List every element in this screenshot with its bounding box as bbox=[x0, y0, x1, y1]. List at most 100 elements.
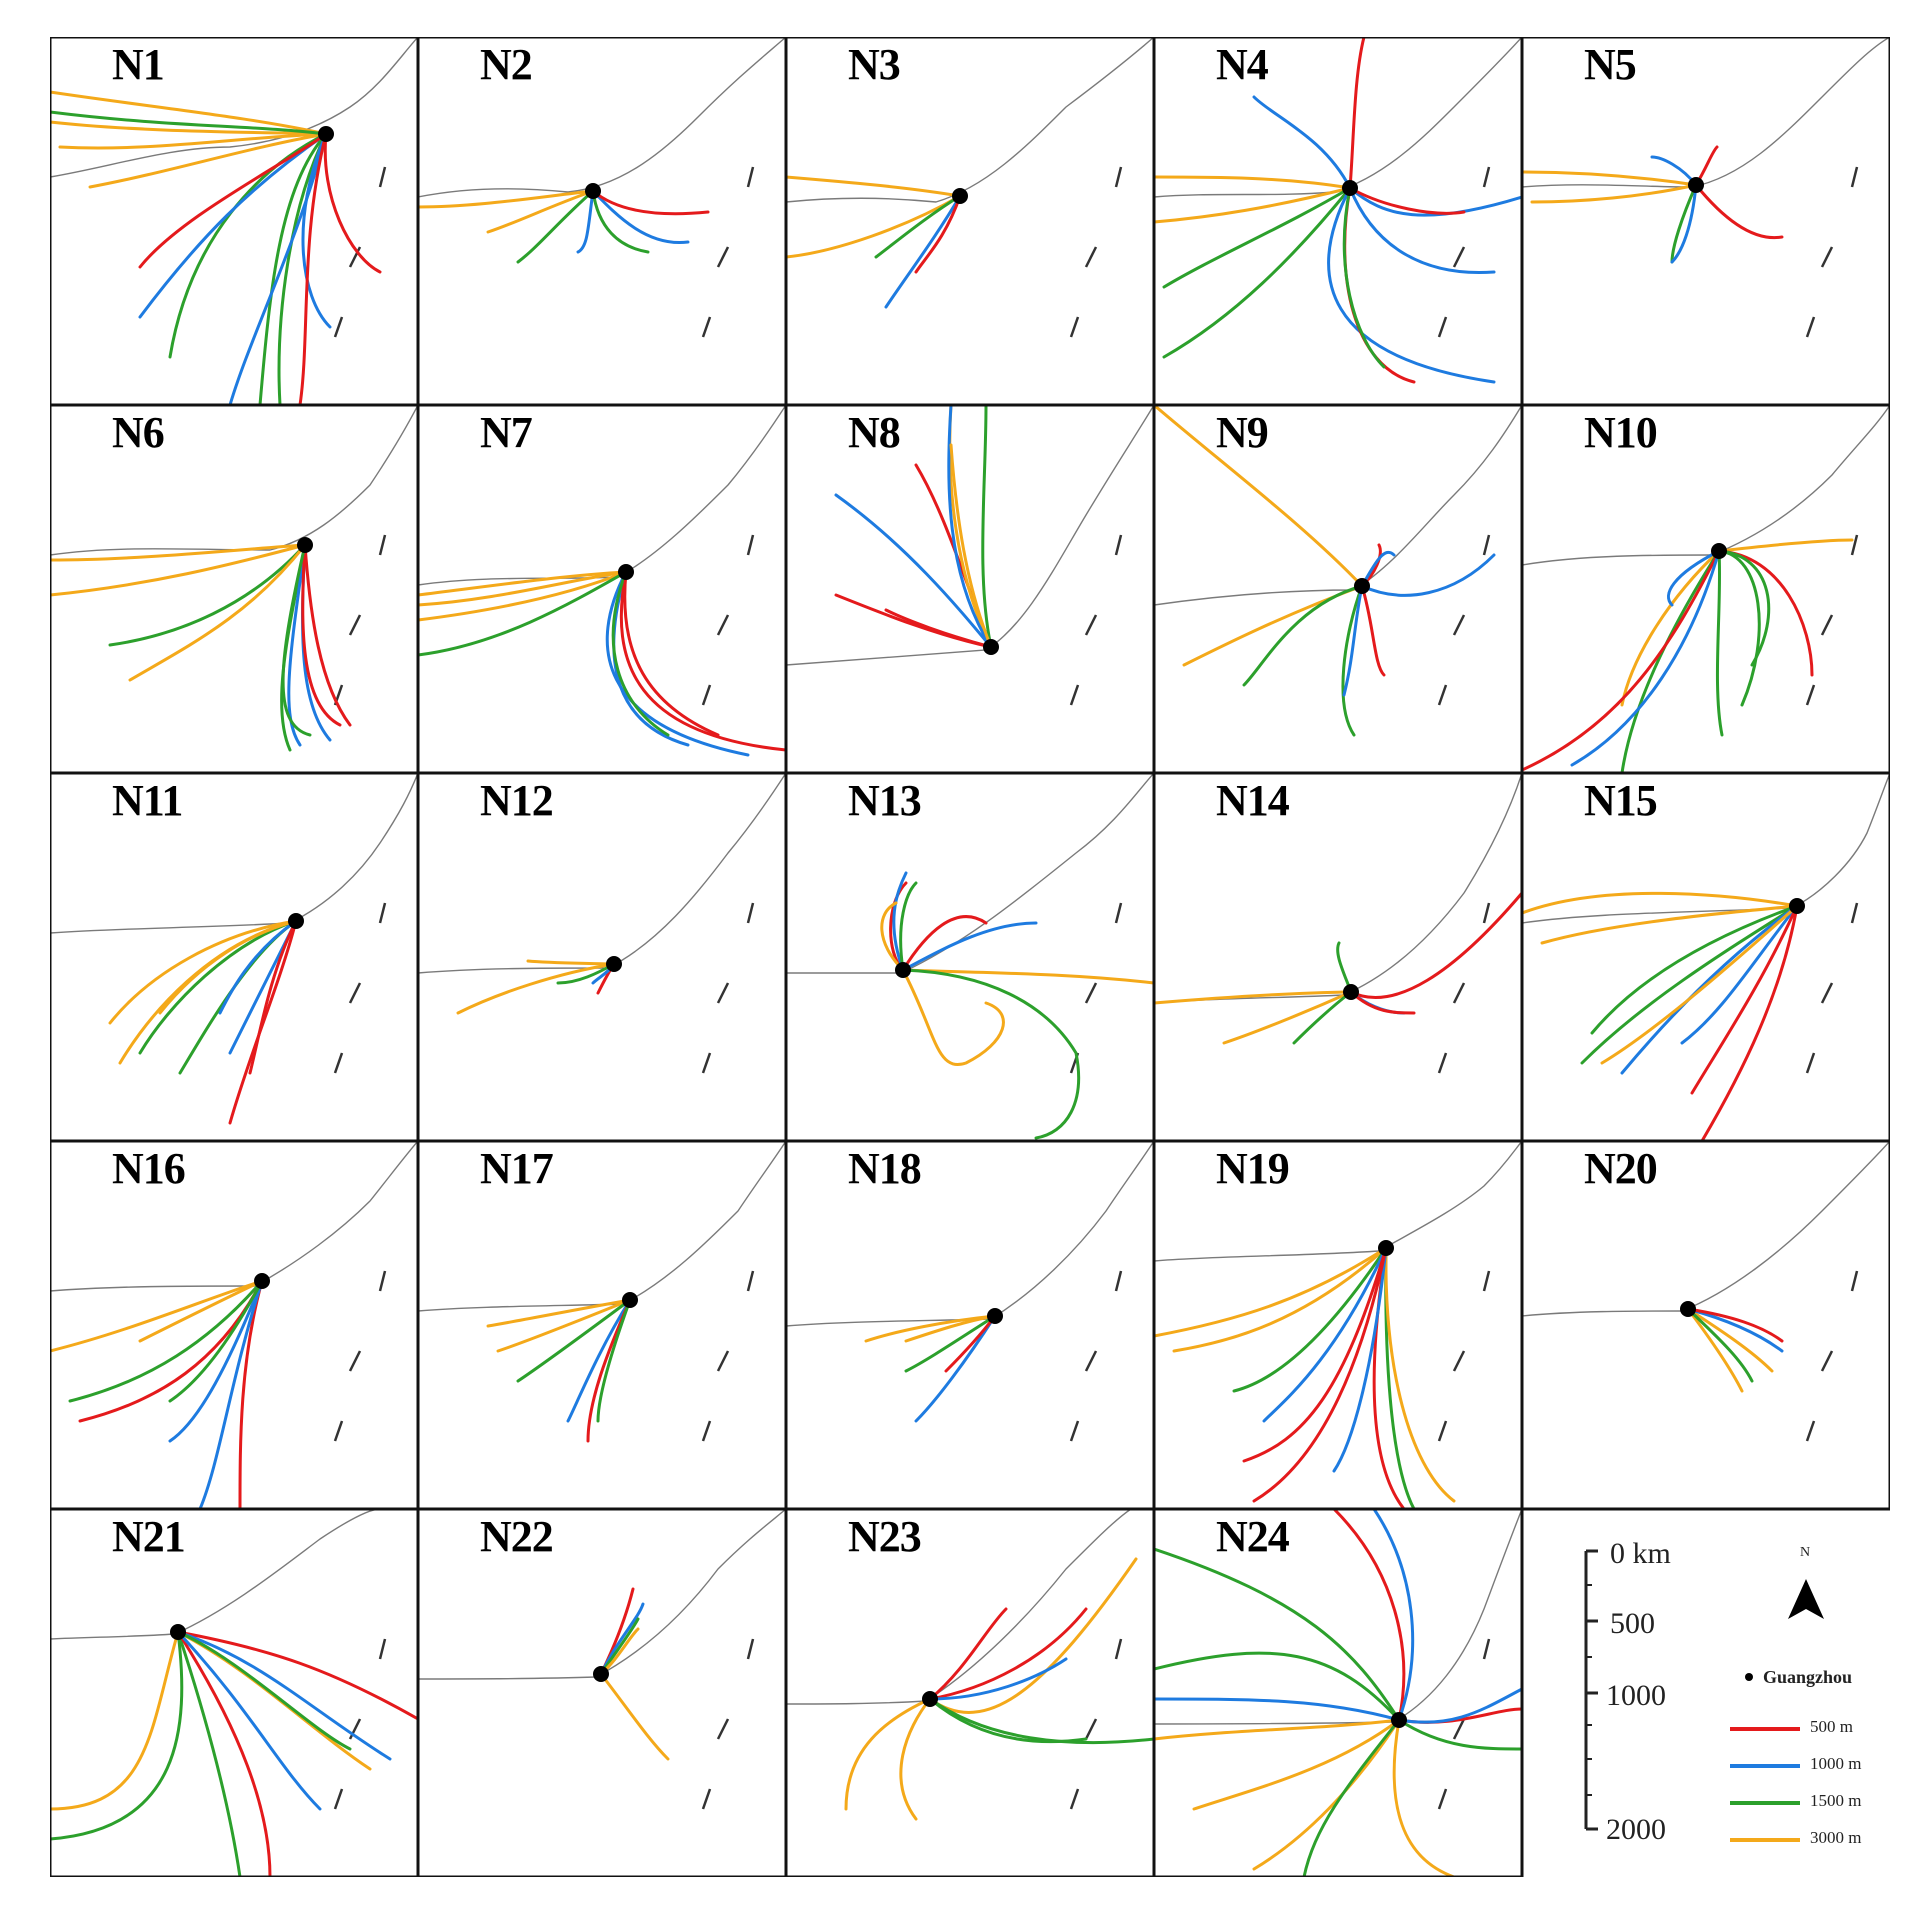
trajectory-3000m bbox=[904, 1314, 997, 1343]
trajectory-3000m bbox=[901, 968, 1005, 1066]
trajectory-1000m bbox=[947, 405, 993, 649]
island-mark bbox=[1437, 1052, 1448, 1074]
map-panel-n22: N22 bbox=[418, 1509, 786, 1877]
island-mark bbox=[1850, 166, 1859, 188]
coastline bbox=[418, 1509, 786, 1680]
coastline bbox=[786, 37, 1154, 203]
trajectory-1000m bbox=[612, 570, 690, 747]
guangzhou-station-marker bbox=[618, 564, 634, 580]
trajectory-500m bbox=[323, 132, 382, 274]
panel-map-svg bbox=[1522, 405, 1890, 773]
island-mark bbox=[378, 166, 387, 188]
coastline bbox=[418, 1141, 786, 1312]
coastline bbox=[786, 1141, 1154, 1327]
guangzhou-station-marker bbox=[170, 1624, 186, 1640]
trajectory-1000m bbox=[892, 871, 908, 972]
trajectory-3000m bbox=[50, 120, 328, 136]
trajectory-1500m bbox=[899, 881, 918, 972]
trajectory-3000m bbox=[1686, 1307, 1774, 1373]
trajectory-3000m bbox=[844, 1697, 932, 1811]
trajectory-500m bbox=[301, 543, 342, 727]
island-mark bbox=[746, 902, 755, 924]
trajectory-1000m bbox=[1680, 904, 1799, 1045]
island-mark bbox=[701, 316, 712, 338]
trajectory-3000m bbox=[108, 919, 298, 1025]
legend-area: 0 km 500 1000 2000 N Guangzhou 500 m 100… bbox=[1522, 1509, 1890, 1877]
island-mark bbox=[378, 1270, 387, 1292]
map-panel-n24: N24 bbox=[1154, 1509, 1522, 1877]
guangzhou-station-marker bbox=[606, 956, 622, 972]
trajectory-1000m bbox=[1360, 553, 1496, 597]
coastline bbox=[1522, 1141, 1890, 1317]
panel-map-svg bbox=[1522, 1141, 1890, 1442]
island-mark bbox=[716, 982, 730, 1004]
coastline bbox=[1522, 405, 1890, 566]
island-mark bbox=[1820, 246, 1834, 268]
trajectory-3000m bbox=[526, 959, 616, 966]
map-panel-n7: N7 bbox=[418, 405, 786, 773]
trajectory-500m bbox=[138, 132, 328, 269]
panel-map-svg bbox=[50, 1141, 418, 1509]
map-panel-n21: N21 bbox=[50, 1509, 418, 1877]
guangzhou-station-marker bbox=[297, 537, 313, 553]
trajectory-1500m bbox=[1292, 990, 1353, 1045]
trajectory-500m bbox=[1332, 1509, 1406, 1722]
panel-map-svg bbox=[786, 405, 1154, 706]
map-panel-n4: N4 bbox=[1154, 37, 1522, 405]
panel-label: N10 bbox=[1584, 408, 1658, 457]
trajectory-1500m bbox=[277, 132, 328, 405]
coastline bbox=[1154, 405, 1522, 606]
trajectory-500m bbox=[176, 1630, 418, 1721]
island-mark bbox=[1069, 684, 1080, 706]
trajectory-1500m bbox=[1342, 186, 1386, 369]
panel-label: N1 bbox=[112, 40, 165, 89]
panel-label: N2 bbox=[480, 40, 533, 89]
trajectory-3000m bbox=[1154, 1246, 1388, 1338]
panel-label: N12 bbox=[480, 776, 554, 825]
island-mark bbox=[378, 534, 387, 556]
island-mark bbox=[348, 614, 362, 636]
trajectory-1500m bbox=[418, 570, 628, 657]
trajectory-1500m bbox=[1384, 1246, 1416, 1509]
trajectory-1500m bbox=[516, 189, 595, 264]
trajectory-1500m bbox=[176, 1630, 242, 1877]
trajectory-3000m bbox=[1686, 1307, 1744, 1393]
map-panel-n17: N17 bbox=[418, 1141, 786, 1509]
map-panel-n18: N18 bbox=[786, 1141, 1154, 1509]
trajectory-1000m bbox=[566, 1298, 632, 1423]
panel-map-svg bbox=[1522, 773, 1890, 1141]
trajectory-3000m bbox=[128, 543, 307, 682]
trajectory-1500m bbox=[901, 968, 1081, 1140]
panel-label: N21 bbox=[112, 1512, 186, 1561]
trajectory-1000m bbox=[168, 1279, 264, 1443]
island-mark bbox=[1482, 1638, 1491, 1660]
map-panel-n3: N3 bbox=[786, 37, 1154, 405]
trajectory-1500m bbox=[981, 405, 993, 649]
map-panel-n23: N23 bbox=[786, 1509, 1154, 1877]
trajectory-3000m bbox=[786, 175, 962, 198]
coastline bbox=[50, 1509, 381, 1640]
trajectory-1000m bbox=[1252, 95, 1352, 190]
trajectory-3000m bbox=[418, 570, 628, 622]
trajectory-500m bbox=[1242, 1246, 1388, 1463]
island-mark bbox=[1069, 1420, 1080, 1442]
panel-label: N23 bbox=[848, 1512, 922, 1561]
trajectory-500m bbox=[884, 608, 993, 649]
legend-label-1500: 1500 m bbox=[1810, 1791, 1862, 1810]
trajectory-1000m bbox=[218, 919, 298, 1015]
trajectory-1500m bbox=[928, 1697, 1088, 1744]
map-panel-n9: N9 bbox=[1154, 405, 1522, 773]
island-mark bbox=[746, 166, 755, 188]
trajectory-3000m bbox=[1522, 891, 1799, 915]
trajectory-1500m bbox=[1242, 584, 1364, 687]
island-mark bbox=[378, 1638, 387, 1660]
coastline bbox=[1522, 37, 1890, 188]
trajectory-500m bbox=[1522, 549, 1721, 772]
trajectory-3000m bbox=[1154, 175, 1352, 190]
island-mark bbox=[716, 246, 730, 268]
coastline bbox=[1154, 1509, 1522, 1725]
island-mark bbox=[378, 902, 387, 924]
island-mark bbox=[1850, 902, 1859, 924]
island-mark bbox=[348, 246, 362, 268]
